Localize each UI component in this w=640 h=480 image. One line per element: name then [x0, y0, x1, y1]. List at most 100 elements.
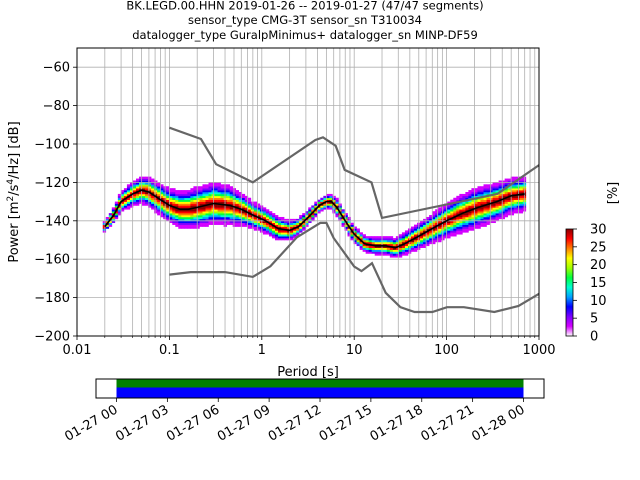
heatmap-cell	[262, 213, 267, 216]
heatmap-cell	[395, 240, 400, 243]
heatmap-cell	[214, 186, 218, 189]
heatmap-cell	[465, 209, 469, 212]
heatmap-cell	[214, 192, 218, 195]
heatmap-cell	[217, 193, 221, 197]
heatmap-cell	[268, 215, 273, 218]
heatmap-cell	[483, 224, 487, 227]
heatmap-cell	[193, 199, 197, 202]
heatmap-cell	[483, 184, 487, 187]
heatmap-cell	[380, 241, 385, 245]
heatmap-cell	[459, 222, 463, 225]
heatmap-cell	[178, 222, 182, 225]
heatmap-cell	[214, 182, 218, 185]
heatmap-cell	[504, 180, 508, 183]
heatmap-cell	[392, 243, 397, 247]
heatmap-cell	[471, 195, 475, 199]
heatmap-cell	[365, 247, 369, 250]
heatmap-cell	[205, 222, 209, 225]
heatmap-cell	[444, 228, 448, 231]
heatmap-cell	[166, 209, 170, 212]
heatmap-cell	[166, 192, 170, 195]
heatmap-cell	[453, 226, 457, 229]
heatmap-cell	[465, 228, 469, 231]
heatmap-cell	[474, 188, 478, 191]
heatmap-cell	[199, 218, 203, 222]
heatmap-cell	[129, 203, 134, 206]
heatmap-cell	[302, 222, 306, 225]
heatmap-cell	[347, 220, 351, 224]
heatmap-cell	[480, 211, 484, 214]
heatmap-cell	[477, 220, 481, 224]
heatmap-cell	[429, 240, 433, 243]
heatmap-cell	[275, 232, 279, 235]
heatmap-cell	[368, 249, 373, 252]
heatmap-cell	[241, 195, 246, 199]
heatmap-cell	[504, 182, 508, 185]
heatmap-cell	[157, 199, 161, 202]
heatmap-cell	[187, 193, 191, 197]
heatmap-cell	[244, 216, 249, 220]
heatmap-cell	[498, 184, 502, 187]
heatmap-cell	[256, 211, 261, 214]
heatmap-cell	[347, 216, 351, 220]
heatmap-cell	[438, 215, 442, 218]
heatmap-cell	[429, 226, 433, 229]
heatmap-cell	[459, 203, 463, 206]
heatmap-cell	[435, 234, 439, 237]
heatmap-cell	[193, 192, 197, 195]
heatmap-cell	[492, 190, 496, 193]
heatmap-cell	[154, 201, 158, 204]
heatmap-cell	[187, 226, 191, 229]
heatmap-cell	[426, 216, 430, 220]
heatmap-cell	[492, 213, 496, 216]
heatmap-cell	[202, 220, 206, 224]
heatmap-cell	[157, 213, 161, 216]
heatmap-cell	[278, 224, 282, 227]
heatmap-cell	[308, 213, 312, 216]
heatmap-cell	[126, 188, 131, 191]
heatmap-cell	[184, 215, 188, 218]
heatmap-cell	[311, 218, 315, 222]
heatmap-cell	[435, 216, 439, 220]
heatmap-cell	[498, 207, 502, 210]
heatmap-cell	[238, 203, 243, 206]
heatmap-cell	[271, 213, 276, 216]
heatmap-cell	[513, 186, 518, 189]
heatmap-cell	[398, 247, 403, 250]
heatmap-cell	[498, 180, 502, 183]
heatmap-cell	[296, 224, 300, 227]
heatmap-cell	[293, 236, 297, 239]
heatmap-cell	[414, 240, 418, 243]
heatmap-cell	[453, 218, 457, 222]
heatmap-cell	[513, 184, 518, 187]
heatmap-cell	[217, 201, 221, 204]
heatmap-cell	[462, 215, 466, 218]
heatmap-cell	[510, 205, 515, 208]
heatmap-cell	[235, 203, 240, 206]
heatmap-cell	[456, 218, 460, 222]
heatmap-cell	[323, 207, 327, 210]
heatmap-cell	[299, 230, 303, 233]
heatmap-cell	[483, 207, 487, 210]
heatmap-cell	[226, 213, 230, 216]
heatmap-cell	[423, 222, 427, 225]
heatmap-cell	[172, 195, 176, 199]
heatmap-cell	[507, 186, 512, 189]
heatmap-cell	[214, 199, 218, 202]
heatmap-cell	[314, 209, 318, 212]
heatmap-cell	[420, 232, 424, 235]
heatmap-cell	[181, 199, 185, 202]
heatmap-cell	[172, 218, 176, 222]
heatmap-cell	[205, 199, 209, 202]
heatmap-cell	[432, 238, 436, 241]
heatmap-cell	[353, 230, 357, 233]
heatmap-cell	[450, 215, 454, 218]
heatmap-cell	[235, 211, 240, 214]
heatmap-cell	[196, 226, 200, 229]
heatmap-cell	[135, 201, 140, 204]
heatmap-cell	[202, 186, 206, 189]
heatmap-cell	[441, 232, 445, 235]
heatmap-cell	[347, 222, 351, 225]
heatmap-cell	[377, 245, 382, 248]
heatmap-cell	[377, 240, 382, 243]
